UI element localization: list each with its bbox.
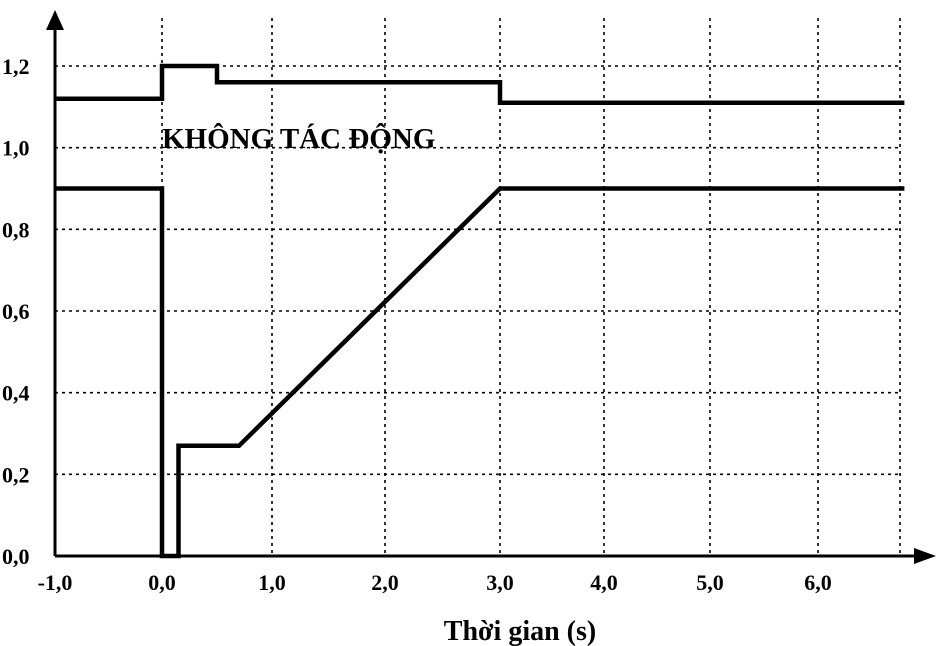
x-tick-label: 4,0 [590,570,618,595]
x-tick-label: -1,0 [38,570,73,595]
axes [46,10,936,564]
series-layer [55,63,905,559]
y-tick-label: 0,4 [2,381,30,406]
y-tick-label: 0,0 [2,544,30,569]
x-tick-label: 5,0 [696,570,724,595]
y-tick-label: 0,8 [2,217,30,242]
annotation-label: KHÔNG TÁC ĐỘNG [162,122,435,155]
tick-labels: 0,0 0,2 0,4 0,6 0,8 1,0 1,2 -1,0 0,0 1,0 2,0 3,0 4,0… [2,54,832,595]
x-tick-label: 0,0 [148,570,176,595]
x-tick-label: 2,0 [371,570,399,595]
y-axis-arrow [46,10,64,30]
y-tick-label: 1,0 [2,136,30,161]
x-tick-label: 6,0 [804,570,832,595]
x-tick-label: 3,0 [486,570,514,595]
y-tick-label: 1,2 [2,54,30,79]
x-tick-label: 1,0 [258,570,286,595]
x-axis-arrow [914,548,936,564]
series-line-1 [55,186,905,559]
x-axis-title: Thời gian (s) [444,616,596,646]
y-tick-label: 0,2 [2,462,30,487]
y-tick-label: 0,6 [2,299,30,324]
series-line-0 [55,63,905,105]
grid-lines [55,18,901,556]
